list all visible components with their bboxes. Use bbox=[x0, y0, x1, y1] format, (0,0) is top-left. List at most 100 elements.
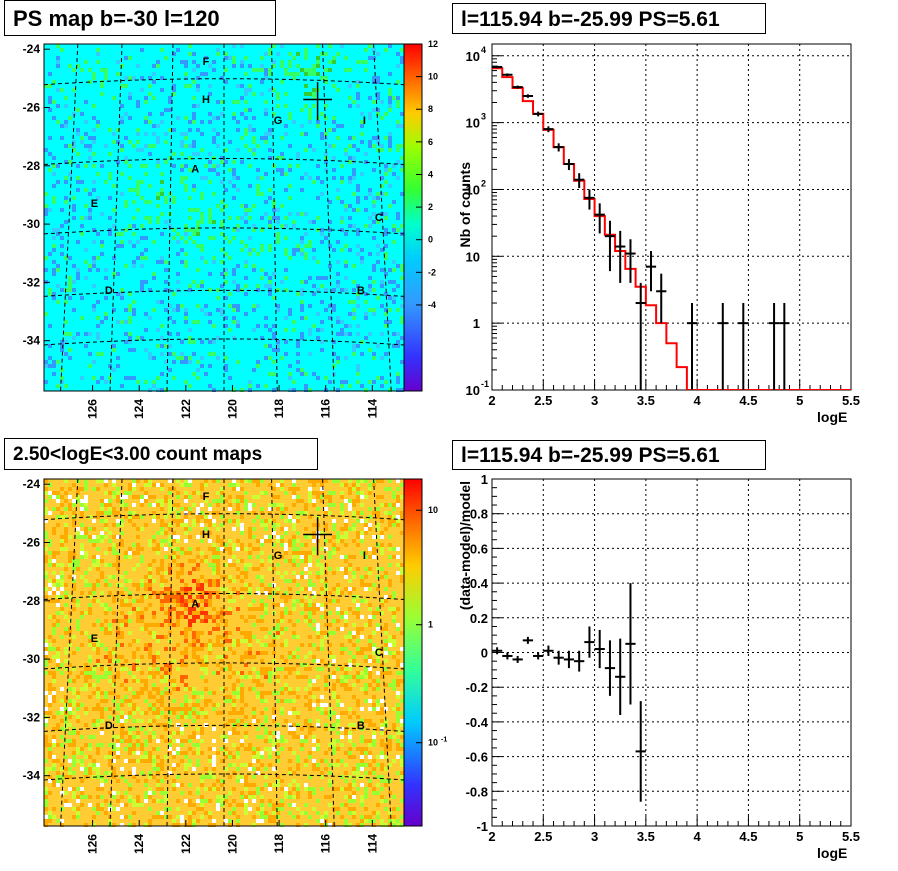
lat-tick-label: -30 bbox=[23, 217, 41, 231]
lon-tick-label: 120 bbox=[225, 399, 239, 419]
source-label-c: C bbox=[375, 647, 383, 659]
source-label-e: E bbox=[91, 198, 98, 210]
lon-tick-label: 114 bbox=[365, 834, 379, 854]
source-label-i: I bbox=[363, 115, 366, 127]
longitude-gridline bbox=[109, 478, 123, 827]
lat-tick-label: -28 bbox=[23, 594, 41, 608]
source-label-b: B bbox=[357, 720, 365, 732]
lat-tick-label: -26 bbox=[23, 536, 41, 550]
longitude-gridline bbox=[271, 478, 278, 827]
residual-plot: 2 2.5 3 3.5 4 4.5 5 5.5 1 0.8 0.6 0.4 0.2 0 -0.2 -0.4 -0… bbox=[457, 472, 860, 861]
longitude-gridline bbox=[322, 478, 335, 827]
lon-tick-label: 122 bbox=[179, 834, 193, 854]
source-label-a: A bbox=[191, 598, 199, 610]
y-tick-label: 10 bbox=[466, 249, 480, 264]
y-tick-label: 0.6 bbox=[470, 541, 488, 556]
y-tick-label: 0.2 bbox=[470, 611, 488, 626]
lon-tick-label: 126 bbox=[86, 399, 100, 419]
colorbar-tick-label: 1 bbox=[428, 620, 433, 630]
colorbar-tick-label: -4 bbox=[428, 300, 436, 310]
longitude-gridline bbox=[271, 43, 278, 392]
lon-tick-label: 114 bbox=[365, 399, 379, 419]
count-map-title: 2.50<logE<3.00 count maps bbox=[4, 438, 318, 470]
y-tick-label: -1 bbox=[476, 819, 488, 834]
lon-tick-label: 118 bbox=[272, 834, 286, 854]
residual-title: l=115.94 b=-25.99 PS=5.61 bbox=[452, 440, 766, 470]
lat-tick-label: -24 bbox=[23, 42, 41, 56]
y-tick-exponent: 4 bbox=[481, 45, 486, 55]
colorbar-tick-label: 4 bbox=[428, 169, 433, 179]
x-tick-label: 4 bbox=[694, 829, 702, 844]
y-tick-label: 10 bbox=[466, 116, 480, 131]
lon-tick-label: 126 bbox=[86, 834, 100, 854]
lat-tick-label: -26 bbox=[23, 101, 41, 115]
source-label-h: H bbox=[202, 94, 210, 106]
lon-tick-label: 124 bbox=[132, 399, 146, 419]
source-label-g: G bbox=[274, 115, 283, 127]
lon-tick-label: 120 bbox=[225, 834, 239, 854]
y-tick-label: -0.6 bbox=[466, 750, 488, 765]
source-label-d: D bbox=[105, 720, 113, 732]
colorbar-tick-label: 8 bbox=[428, 104, 433, 114]
x-axis-label: logE bbox=[817, 409, 847, 425]
x-tick-label: 3.5 bbox=[637, 829, 655, 844]
y-axis-label: Nb of counts bbox=[457, 162, 473, 248]
lat-tick-label: -30 bbox=[23, 652, 41, 666]
lon-tick-label: 118 bbox=[272, 399, 286, 419]
count-map-plot: A B C D E F G H I -24 -26 -28 -30 -32 -34 126 124 122 120 1… bbox=[23, 477, 448, 854]
x-tick-label: 2.5 bbox=[534, 393, 552, 408]
y-tick-label: -0.4 bbox=[466, 715, 489, 730]
source-label-b: B bbox=[357, 285, 365, 297]
y-tick-label: 0.8 bbox=[470, 507, 488, 522]
source-label-c: C bbox=[375, 212, 383, 224]
source-label-h: H bbox=[202, 529, 210, 541]
longitude-gridline bbox=[109, 43, 123, 392]
x-tick-label: 5.5 bbox=[842, 829, 860, 844]
colorbar-tick-label: 2 bbox=[428, 202, 433, 212]
colorbar-tick-label: 0 bbox=[428, 235, 433, 245]
lon-tick-label: 124 bbox=[132, 834, 146, 854]
colorbar-tick-label: 10 bbox=[428, 505, 438, 515]
longitude-gridline bbox=[166, 43, 174, 392]
model-histogram bbox=[492, 67, 851, 390]
y-tick-exponent: 2 bbox=[481, 178, 486, 188]
colorbar-tick-exponent: -1 bbox=[441, 737, 447, 744]
lat-tick-label: -34 bbox=[23, 334, 41, 348]
ps-map-title: PS map b=-30 l=120 bbox=[4, 0, 276, 36]
y-tick-label: 1 bbox=[473, 316, 480, 331]
lon-tick-label: 116 bbox=[319, 834, 333, 854]
longitude-gridline bbox=[373, 43, 392, 392]
x-tick-label: 5.5 bbox=[842, 393, 860, 408]
source-label-d: D bbox=[105, 285, 113, 297]
colorbar bbox=[403, 478, 423, 827]
colorbar bbox=[403, 43, 423, 392]
longitude-gridline bbox=[60, 478, 79, 827]
x-tick-label: 2 bbox=[488, 829, 495, 844]
plot-frame bbox=[491, 43, 852, 391]
lon-tick-label: 116 bbox=[319, 399, 333, 419]
source-label-e: E bbox=[91, 633, 98, 645]
x-tick-label: 4.5 bbox=[739, 393, 757, 408]
lat-tick-label: -32 bbox=[23, 275, 41, 289]
source-label-g: G bbox=[274, 550, 283, 562]
lat-tick-label: -24 bbox=[23, 477, 41, 491]
x-axis-label: logE bbox=[817, 845, 847, 861]
source-label-f: F bbox=[203, 56, 210, 68]
source-label-f: F bbox=[203, 491, 210, 503]
x-tick-label: 4.5 bbox=[739, 829, 757, 844]
y-tick-label: 10 bbox=[466, 383, 480, 398]
colorbar-tick-label: 12 bbox=[428, 39, 438, 49]
lat-tick-label: -34 bbox=[23, 769, 41, 783]
y-tick-label: 10 bbox=[466, 49, 480, 64]
y-tick-label: 0.4 bbox=[470, 576, 489, 591]
y-tick-label: 10 bbox=[466, 182, 480, 197]
x-tick-label: 3 bbox=[591, 393, 598, 408]
longitude-gridline bbox=[373, 478, 392, 827]
longitude-gridline bbox=[166, 478, 174, 827]
colorbar-tick-label: 6 bbox=[428, 137, 433, 147]
x-tick-label: 3 bbox=[591, 829, 598, 844]
longitude-gridline bbox=[322, 43, 335, 392]
colorbar-tick-label: 10 bbox=[428, 738, 438, 748]
